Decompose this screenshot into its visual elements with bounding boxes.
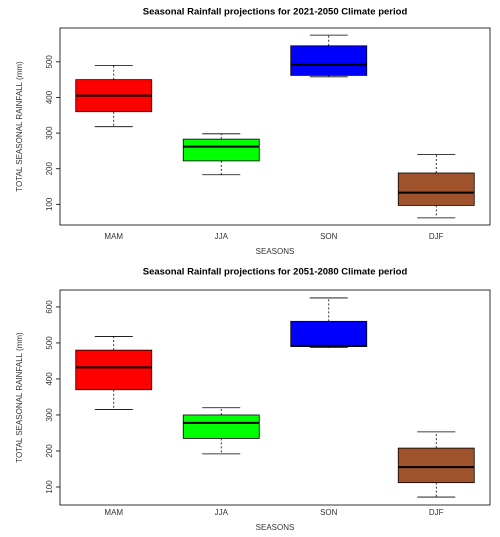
y-tick-label: 500 [45,336,54,350]
y-axis-label: TOTAL SEASONAL RAINFALL (mm) [15,61,24,192]
y-axis-label: TOTAL SEASONAL RAINFALL (mm) [15,332,24,463]
y-tick-label: 400 [45,90,54,104]
x-tick-label: JJA [215,508,229,517]
x-axis-label: SEASONS [256,523,295,532]
chart-title: Seasonal Rainfall projections for 2021-2… [143,7,408,18]
y-tick-label: 100 [45,197,54,211]
box [75,349,153,391]
box [290,45,368,76]
box [397,172,475,206]
x-axis-label: SEASONS [256,247,295,256]
box [182,138,260,162]
chart-title: Seasonal Rainfall projections for 2051-2… [143,267,408,278]
x-tick-label: MAM [104,232,123,241]
box [397,447,475,484]
x-tick-label: MAM [104,508,123,517]
y-tick-label: 300 [45,126,54,140]
plot-frame [59,289,491,506]
y-tick-label: 300 [45,408,54,422]
plot-frame [59,27,491,226]
y-tick-label: 600 [45,300,54,314]
y-tick-label: 200 [45,444,54,458]
y-tick-label: 500 [45,55,54,69]
x-tick-label: SON [320,508,338,517]
y-tick-label: 100 [45,480,54,494]
box [290,320,368,347]
x-tick-label: DJF [429,508,444,517]
y-tick-label: 200 [45,161,54,175]
x-tick-label: JJA [215,232,229,241]
x-tick-label: DJF [429,232,444,241]
y-tick-label: 400 [45,372,54,386]
box [182,414,260,439]
x-tick-label: SON [320,232,338,241]
